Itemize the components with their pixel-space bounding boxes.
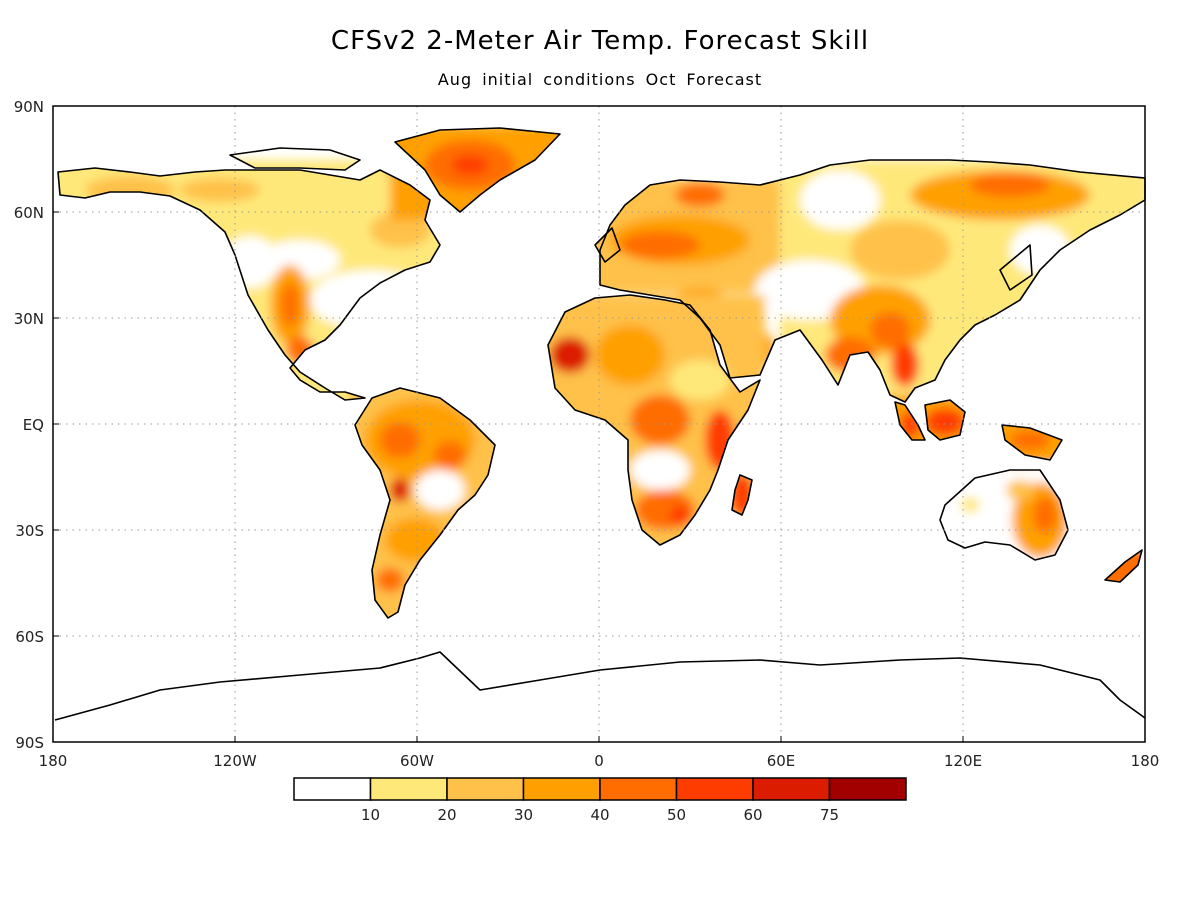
map-frame xyxy=(52,105,1146,743)
x-axis-ticks: 180 120W 60W 0 60E 120E 180 xyxy=(39,736,1160,770)
x-tick-label: 60W xyxy=(400,752,434,770)
y-tick-label: 90S xyxy=(15,734,44,752)
legend-swatch xyxy=(522,777,601,801)
y-tick-label: EQ xyxy=(23,416,44,434)
legend-swatch xyxy=(599,777,678,801)
legend-label: 40 xyxy=(590,806,609,824)
x-tick-label: 120E xyxy=(944,752,982,770)
map-subtitle: Aug initial conditions Oct Forecast xyxy=(437,70,763,89)
y-tick-label: 60S xyxy=(15,628,44,646)
color-legend: 10 20 30 40 50 60 75 xyxy=(293,777,907,824)
legend-label: 75 xyxy=(820,806,839,824)
legend-swatch xyxy=(675,777,754,801)
legend-swatch xyxy=(752,777,831,801)
x-tick-label: 180 xyxy=(39,752,68,770)
gridlines xyxy=(53,106,1145,742)
legend-swatch xyxy=(293,777,372,801)
legend-label: 20 xyxy=(437,806,456,824)
y-axis-ticks: 90N 60N 30N EQ 30S 60S 90S xyxy=(14,98,59,752)
legend-swatch xyxy=(446,777,525,801)
x-tick-label: 60E xyxy=(767,752,796,770)
map-title: CFSv2 2-Meter Air Temp. Forecast Skill xyxy=(330,26,870,56)
legend-label: 30 xyxy=(514,806,533,824)
coastlines xyxy=(54,127,1146,721)
y-tick-label: 30N xyxy=(14,310,44,328)
y-tick-label: 60N xyxy=(14,204,44,222)
x-tick-label: 120W xyxy=(213,752,257,770)
x-tick-label: 180 xyxy=(1131,752,1160,770)
legend-swatch xyxy=(369,777,448,801)
legend-label: 10 xyxy=(361,806,380,824)
y-tick-label: 30S xyxy=(15,522,44,540)
legend-swatch xyxy=(828,777,907,801)
legend-label: 50 xyxy=(667,806,686,824)
x-tick-label: 0 xyxy=(594,752,604,770)
legend-label: 60 xyxy=(743,806,762,824)
y-tick-label: 90N xyxy=(14,98,44,116)
